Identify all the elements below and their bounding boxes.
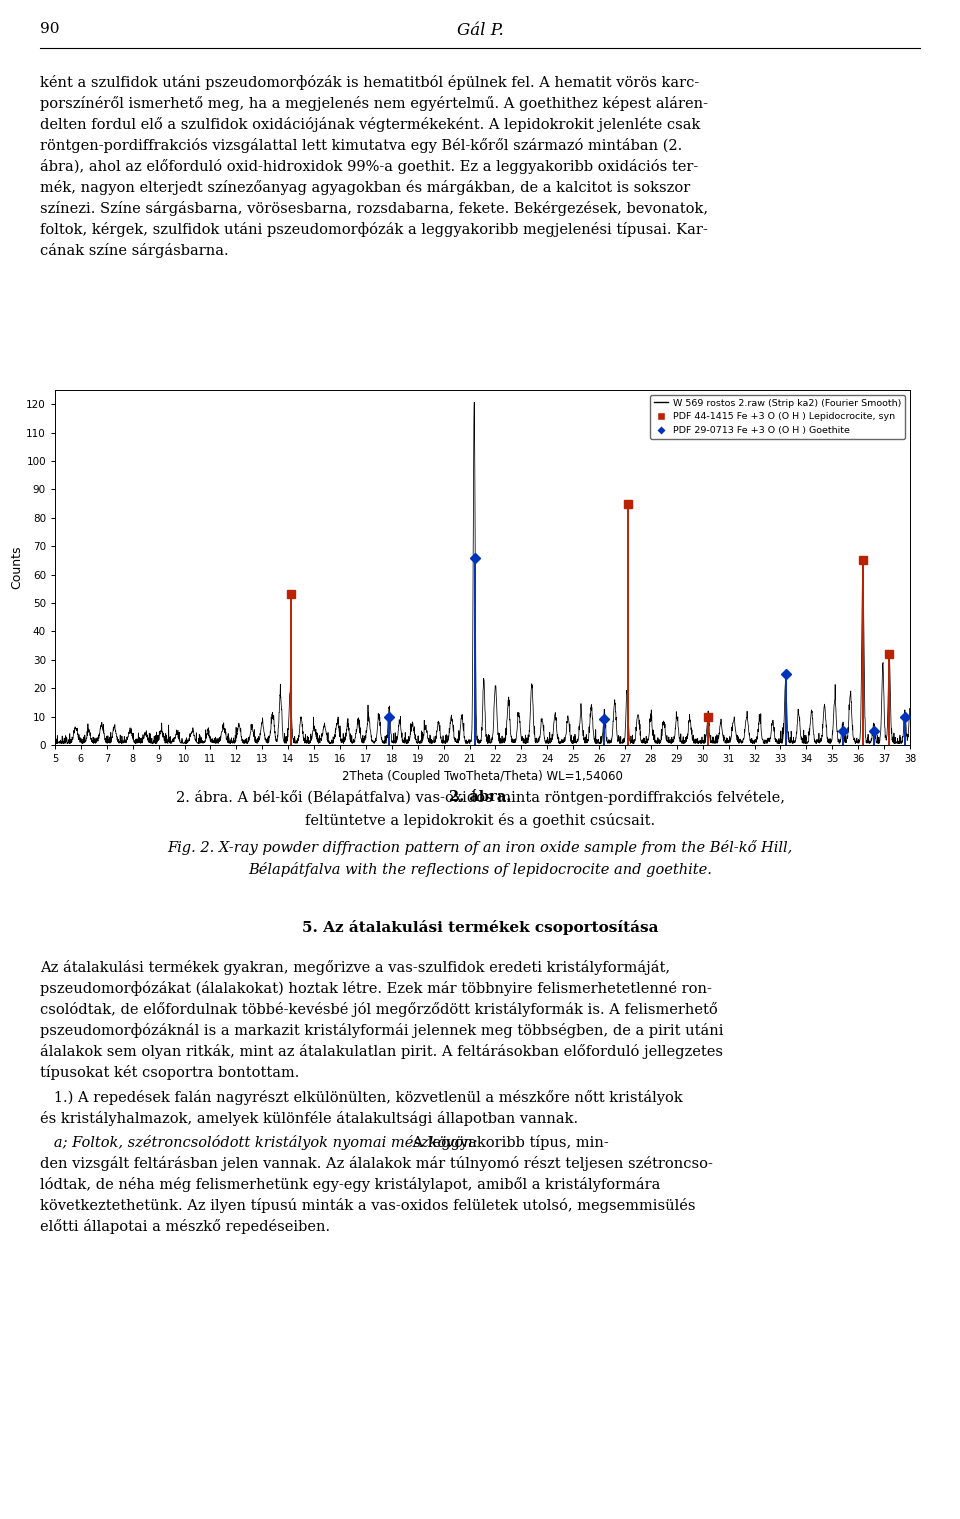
Text: delten fordul elő a szulfidok oxidációjának végtermékeként. A lepidokrokit jelen: delten fordul elő a szulfidok oxidációjá… (40, 117, 701, 132)
Text: pszeudomorфózákat (álalakokat) hoztak létre. Ezek már többnyire felismerhetetlen: pszeudomorфózákat (álalakokat) hoztak lé… (40, 981, 712, 996)
Text: előtti állapotai a mészkő repedéseiben.: előtti állapotai a mészkő repedéseiben. (40, 1220, 330, 1233)
Y-axis label: Counts: Counts (11, 545, 23, 589)
Text: röntgen-pordiffrakciós vizsgálattal lett kimutatva egy Bél-kőről származó mintáb: röntgen-pordiffrakciós vizsgálattal lett… (40, 138, 683, 153)
Text: 2. ábra. A bél-kői (Bélapátfalva) vas-oxidos minta röntgen-pordiffrakciós felvét: 2. ábra. A bél-kői (Bélapátfalva) vas-ox… (176, 790, 784, 805)
Text: és kristályhalmazok, amelyek különféle átalakultsági állapotban vannak.: és kristályhalmazok, amelyek különféle á… (40, 1110, 578, 1126)
Text: 5. Az átalakulási termékek csoportosítása: 5. Az átalakulási termékek csoportosítás… (301, 921, 659, 936)
Text: a; Foltok, szétroncsolódott kristályok nyomai mészkövön:: a; Foltok, szétroncsolódott kristályok n… (40, 1135, 477, 1150)
Text: Fig. 2.: Fig. 2. (454, 840, 506, 854)
Text: ként a szulfidok utáni pszeudomorфózák is hematitból épülnek fel. A hematit vörö: ként a szulfidok utáni pszeudomorфózák i… (40, 74, 699, 90)
Text: A leggyakoribb típus, min-: A leggyakoribb típus, min- (408, 1135, 609, 1150)
Text: 90: 90 (40, 21, 60, 36)
Text: foltok, kérgek, szulfidok utáni pszeudomorфózák a leggyakoribb megjelenési típus: foltok, kérgek, szulfidok utáni pszeudom… (40, 222, 708, 237)
Text: Fig. 2. X-ray powder diffraction pattern of an iron oxide sample from the Bél-kő: Fig. 2. X-ray powder diffraction pattern… (167, 840, 793, 855)
Text: Az átalakulási termékek gyakran, megőrizve a vas-szulfidok eredeti kristályformá: Az átalakulási termékek gyakran, megőriz… (40, 960, 670, 975)
Legend: W 569 rostos 2.raw (Strip ka2) (Fourier Smooth), PDF 44-1415 Fe +3 O (O H ) Lepi: W 569 rostos 2.raw (Strip ka2) (Fourier … (651, 395, 905, 439)
Text: álalakok sem olyan ritkák, mint az átalakulatlan pirit. A feltárásokban előfordu: álalakok sem olyan ritkák, mint az átala… (40, 1044, 723, 1059)
Text: Bélapátfalva with the reflections of lepidocrocite and goethite.: Bélapátfalva with the reflections of lep… (248, 861, 712, 876)
Text: színezi. Színe sárgásbarna, vörösesbarna, rozsdabarna, fekete. Bekérgezések, bev: színezi. Színe sárgásbarna, vörösesbarna… (40, 201, 708, 216)
Text: cának színe sárgásbarna.: cának színe sárgásbarna. (40, 243, 228, 258)
Text: mék, nagyon elterjedt színezőanyag agyagokban és márgákban, de a kalcitot is sok: mék, nagyon elterjedt színezőanyag agyag… (40, 179, 690, 194)
Text: típusokat két csoportra bontottam.: típusokat két csoportra bontottam. (40, 1065, 300, 1080)
Text: pszeudomorфózáknál is a markazit kristályformái jelennek meg többségben, de a pi: pszeudomorфózáknál is a markazit kristál… (40, 1022, 724, 1037)
Text: Gál P.: Gál P. (457, 21, 503, 39)
Text: feltüntetve a lepidokrokit és a goethit csúcsait.: feltüntetve a lepidokrokit és a goethit … (305, 813, 655, 828)
Text: 2. ábra. A bél-kői (Bélapátfalva) vas-oxidos minta röntgen-pordiffrakciós felvét: 2. ábra. A bél-kői (Bélapátfalva) vas-ox… (176, 790, 784, 805)
Text: lódtak, de néha még felismerhetünk egy-egy kristálylapot, amiből a kristályformá: lódtak, de néha még felismerhetünk egy-e… (40, 1177, 660, 1192)
Text: csolódtak, de előfordulnak többé-kevésbé jól megőrződött kristályformák is. A fe: csolódtak, de előfordulnak többé-kevésbé… (40, 1003, 718, 1018)
Text: den vizsgált feltárásban jelen vannak. Az álalakok már túlnyomó részt teljesen s: den vizsgált feltárásban jelen vannak. A… (40, 1156, 713, 1171)
Text: következtethetünk. Az ilyen típusú minták a vas-oxidos felületek utolsó, megsemm: következtethetünk. Az ilyen típusú mintá… (40, 1198, 695, 1214)
X-axis label: 2Theta (Coupled TwoTheta/Theta) WL=1,54060: 2Theta (Coupled TwoTheta/Theta) WL=1,540… (342, 770, 623, 782)
Text: ábra), ahol az előforduló oxid-hidroxidok 99%-a goethit. Ez a leggyakoribb oxidá: ábra), ahol az előforduló oxid-hidroxido… (40, 159, 698, 175)
Text: porszínéről ismerhető meg, ha a megjelenés nem egyértelmű. A goethithez képest a: porszínéről ismerhető meg, ha a megjelen… (40, 96, 708, 111)
Text: 2. ábra.: 2. ábra. (449, 790, 511, 804)
Text: 1.) A repedések falán nagyrészt elkülönülten, közvetlenül a mészkőre nőtt kristá: 1.) A repedések falán nagyrészt elkülönü… (40, 1091, 683, 1104)
